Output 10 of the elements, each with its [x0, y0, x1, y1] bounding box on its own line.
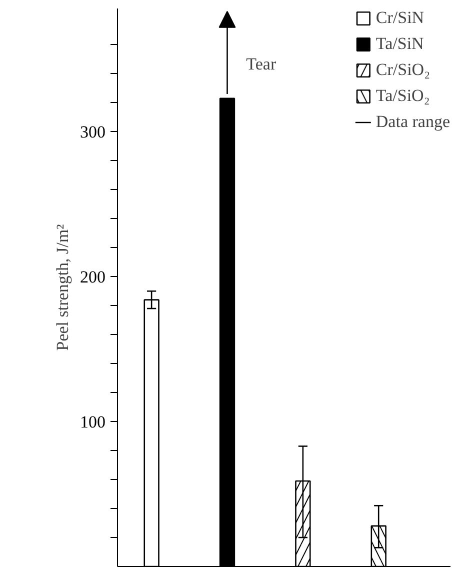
y-axis-title: Peel strength, J/m²: [53, 224, 72, 351]
legend-label: Ta/SiO₂: [376, 86, 430, 106]
legend-label: Cr/SiN: [376, 8, 424, 28]
y-tick-label: 300: [80, 122, 106, 142]
legend-label: Ta/SiN: [376, 34, 424, 54]
annotation: Tear: [246, 54, 276, 74]
legend-label: Cr/SiO₂: [376, 60, 430, 80]
y-tick-label: 200: [80, 268, 106, 287]
y-tick-label: 100: [80, 412, 106, 432]
annotation: Data range: [376, 112, 450, 132]
